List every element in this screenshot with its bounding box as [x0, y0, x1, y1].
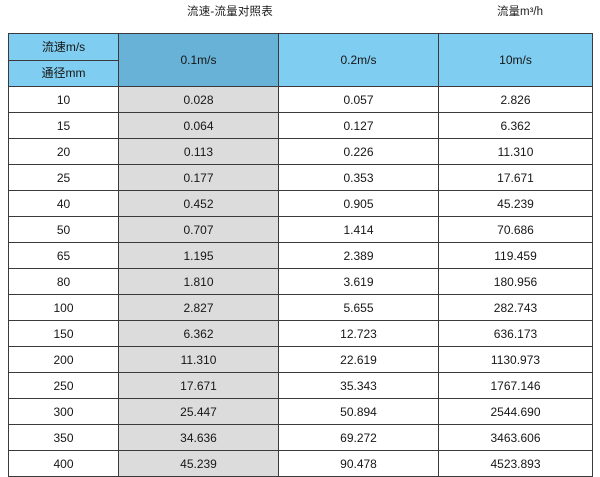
- table-row: 150 6.362 12.723 636.173: [8, 320, 593, 347]
- table-row: 25 0.177 0.353 17.671: [8, 164, 593, 191]
- header-velocity-label: 流速m/s: [9, 34, 118, 61]
- cell-diameter: 350: [8, 424, 119, 451]
- flow-rate-table-container: 流速m/s 通径mm 0.1m/s 0.2m/s 10m/s 10 0.028 …: [8, 33, 593, 477]
- cell-flow-0-1: 0.064: [118, 112, 279, 139]
- table-row: 300 25.447 50.894 2544.690: [8, 398, 593, 425]
- cell-flow-0-2: 90.478: [278, 450, 439, 477]
- cell-flow-10: 2.826: [438, 86, 593, 113]
- cell-flow-0-1: 45.239: [118, 450, 279, 477]
- cell-diameter: 40: [8, 190, 119, 217]
- header-corner-cell: 流速m/s 通径mm: [8, 33, 119, 87]
- table-row: 350 34.636 69.272 3463.606: [8, 424, 593, 451]
- table-row: 40 0.452 0.905 45.239: [8, 190, 593, 217]
- flow-rate-table: 流速m/s 通径mm 0.1m/s 0.2m/s 10m/s 10 0.028 …: [8, 33, 593, 477]
- cell-flow-10: 70.686: [438, 216, 593, 243]
- table-body: 流速m/s 通径mm 0.1m/s 0.2m/s 10m/s 10 0.028 …: [8, 33, 593, 477]
- flow-unit-label: 流量m³/h: [497, 6, 543, 18]
- cell-flow-0-2: 1.414: [278, 216, 439, 243]
- cell-diameter: 10: [8, 86, 119, 113]
- table-row: 200 11.310 22.619 1130.973: [8, 346, 593, 373]
- cell-flow-0-1: 0.028: [118, 86, 279, 113]
- cell-diameter: 25: [8, 164, 119, 191]
- cell-flow-0-2: 50.894: [278, 398, 439, 425]
- chart-title: 流速-流量对照表: [187, 6, 273, 18]
- cell-flow-10: 636.173: [438, 320, 593, 347]
- cell-flow-10: 119.459: [438, 242, 593, 269]
- cell-flow-10: 1130.973: [438, 346, 593, 373]
- cell-flow-0-1: 11.310: [118, 346, 279, 373]
- table-row: 80 1.810 3.619 180.956: [8, 268, 593, 295]
- cell-flow-0-2: 3.619: [278, 268, 439, 295]
- cell-diameter: 100: [8, 294, 119, 321]
- cell-flow-0-1: 1.195: [118, 242, 279, 269]
- cell-flow-0-1: 34.636: [118, 424, 279, 451]
- table-row: 50 0.707 1.414 70.686: [8, 216, 593, 243]
- caption-bar: 流速-流量对照表 流量m³/h: [0, 0, 600, 30]
- header-diameter-label: 通径mm: [9, 60, 118, 86]
- cell-diameter: 15: [8, 112, 119, 139]
- cell-flow-10: 6.362: [438, 112, 593, 139]
- cell-flow-10: 45.239: [438, 190, 593, 217]
- cell-flow-0-1: 25.447: [118, 398, 279, 425]
- cell-diameter: 80: [8, 268, 119, 295]
- cell-flow-0-1: 0.177: [118, 164, 279, 191]
- cell-diameter: 150: [8, 320, 119, 347]
- header-velocity-0-2: 0.2m/s: [278, 33, 439, 87]
- cell-flow-0-2: 2.389: [278, 242, 439, 269]
- header-velocity-10: 10m/s: [438, 33, 593, 87]
- table-row: 65 1.195 2.389 119.459: [8, 242, 593, 269]
- cell-flow-0-2: 35.343: [278, 372, 439, 399]
- cell-flow-10: 1767.146: [438, 372, 593, 399]
- table-row: 400 45.239 90.478 4523.893: [8, 450, 593, 477]
- cell-flow-0-2: 22.619: [278, 346, 439, 373]
- cell-flow-0-2: 12.723: [278, 320, 439, 347]
- cell-flow-10: 2544.690: [438, 398, 593, 425]
- cell-diameter: 250: [8, 372, 119, 399]
- cell-flow-0-1: 17.671: [118, 372, 279, 399]
- cell-diameter: 300: [8, 398, 119, 425]
- cell-flow-10: 180.956: [438, 268, 593, 295]
- cell-diameter: 20: [8, 138, 119, 165]
- cell-flow-0-1: 1.810: [118, 268, 279, 295]
- table-row: 10 0.028 0.057 2.826: [8, 86, 593, 113]
- cell-flow-0-1: 2.827: [118, 294, 279, 321]
- cell-flow-0-2: 0.905: [278, 190, 439, 217]
- cell-flow-0-1: 6.362: [118, 320, 279, 347]
- table-row: 15 0.064 0.127 6.362: [8, 112, 593, 139]
- table-row: 20 0.113 0.226 11.310: [8, 138, 593, 165]
- cell-diameter: 50: [8, 216, 119, 243]
- cell-flow-0-1: 0.707: [118, 216, 279, 243]
- cell-diameter: 200: [8, 346, 119, 373]
- cell-flow-0-1: 0.113: [118, 138, 279, 165]
- cell-flow-0-2: 0.353: [278, 164, 439, 191]
- cell-flow-10: 4523.893: [438, 450, 593, 477]
- cell-flow-0-2: 0.127: [278, 112, 439, 139]
- table-header-row: 流速m/s 通径mm 0.1m/s 0.2m/s 10m/s: [8, 33, 593, 87]
- header-velocity-0-1: 0.1m/s: [118, 33, 279, 87]
- cell-flow-10: 282.743: [438, 294, 593, 321]
- cell-flow-10: 11.310: [438, 138, 593, 165]
- cell-flow-10: 17.671: [438, 164, 593, 191]
- cell-flow-0-2: 5.655: [278, 294, 439, 321]
- cell-flow-0-1: 0.452: [118, 190, 279, 217]
- cell-flow-10: 3463.606: [438, 424, 593, 451]
- cell-flow-0-2: 69.272: [278, 424, 439, 451]
- table-row: 100 2.827 5.655 282.743: [8, 294, 593, 321]
- cell-diameter: 65: [8, 242, 119, 269]
- table-row: 250 17.671 35.343 1767.146: [8, 372, 593, 399]
- cell-diameter: 400: [8, 450, 119, 477]
- cell-flow-0-2: 0.057: [278, 86, 439, 113]
- cell-flow-0-2: 0.226: [278, 138, 439, 165]
